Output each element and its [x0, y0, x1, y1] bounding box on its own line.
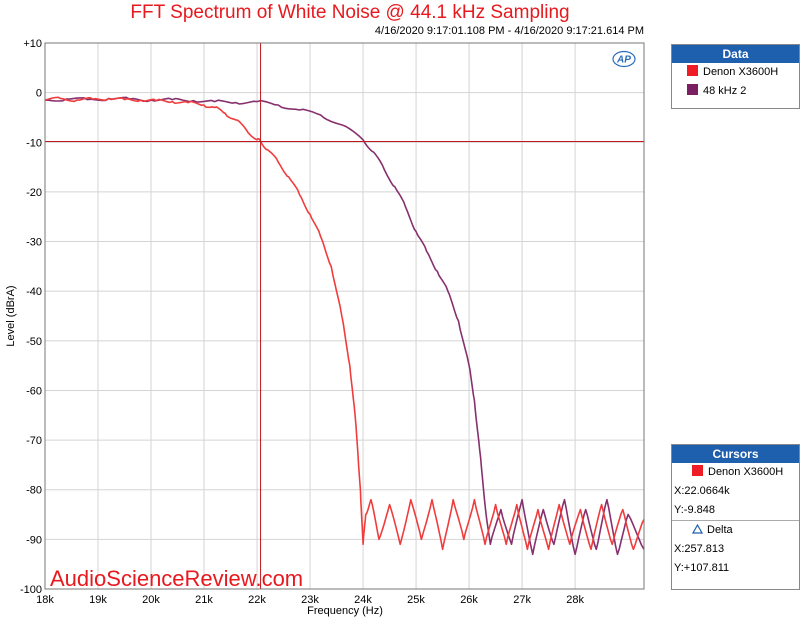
cursor-trace[interactable]: Denon X3600H	[672, 463, 799, 482]
cursor-layer	[45, 43, 644, 589]
y-tick-label-0: +10	[23, 38, 42, 50]
x-tick-label-7: 25k	[407, 594, 425, 606]
legend-swatch-48khz	[687, 84, 698, 95]
grid-layer	[44, 42, 644, 590]
legend-item-denon[interactable]: Denon X3600H	[672, 63, 799, 82]
x-tick-label-5: 23k	[301, 594, 319, 606]
y-axis-label: Level (dBrA)	[5, 285, 17, 346]
x-axis-label: Frequency (Hz)	[307, 605, 383, 617]
delta-row: Delta	[672, 520, 799, 540]
legend-item-48khz[interactable]: 48 kHz 2	[672, 82, 799, 101]
x-tick-label-0: 18k	[36, 594, 54, 606]
cursor-trace-swatch	[692, 465, 703, 476]
delta-label: Delta	[707, 524, 733, 536]
y-tick-label-6: -50	[26, 336, 42, 348]
legend-label-denon: Denon X3600H	[703, 66, 779, 78]
x-tick-label-3: 21k	[195, 594, 213, 606]
cursors-panel: Cursors Denon X3600H X:22.0664k Y:-9.848…	[671, 444, 800, 590]
plot-frame	[44, 42, 645, 590]
ap-logo-icon: AP	[612, 50, 636, 68]
y-tick-label-9: -80	[26, 485, 42, 497]
watermark: AudioScienceReview.com	[50, 566, 304, 591]
series-line-denon-x3600h	[44, 96, 645, 551]
x-tick-label-4: 22k	[248, 594, 266, 606]
cursor-trace-label: Denon X3600H	[708, 466, 784, 478]
y-tick-label-8: -70	[26, 435, 42, 447]
series-layer	[44, 96, 645, 556]
data-panel-title: Data	[672, 45, 799, 63]
y-tick-label-11: -100	[20, 584, 42, 596]
y-tick-label-4: -30	[26, 237, 42, 249]
data-legend-panel: Data Denon X3600H 48 kHz 2	[671, 44, 800, 109]
y-tick-label-1: 0	[36, 88, 42, 100]
delta-triangle-icon	[691, 523, 704, 534]
svg-text:AP: AP	[616, 55, 631, 66]
y-tick-label-10: -90	[26, 534, 42, 546]
y-tick-label-3: -20	[26, 187, 42, 199]
delta-y-readout: Y:+107.811	[674, 562, 730, 574]
x-tick-label-9: 27k	[513, 594, 531, 606]
x-tick-label-6: 24k	[354, 594, 372, 606]
legend-swatch-denon	[687, 65, 698, 76]
cursor-y-readout: Y:-9.848	[674, 504, 715, 516]
x-tick-label-8: 26k	[460, 594, 478, 606]
cursor-x-readout: X:22.0664k	[674, 485, 730, 497]
y-tick-label-7: -60	[26, 385, 42, 397]
delta-x-readout: X:257.813	[674, 543, 725, 555]
series-line-48khz	[44, 96, 645, 556]
x-tick-label-10: 28k	[566, 594, 584, 606]
x-tick-label-1: 19k	[89, 594, 107, 606]
legend-label-48khz: 48 kHz 2	[703, 85, 747, 97]
y-tick-label-2: -10	[26, 137, 42, 149]
chart-title: FFT Spectrum of White Noise @ 44.1 kHz S…	[130, 2, 570, 23]
chart-subtitle: 4/16/2020 9:17:01.108 PM - 4/16/2020 9:1…	[374, 25, 644, 37]
y-tick-label-5: -40	[26, 286, 42, 298]
x-tick-label-2: 20k	[142, 594, 160, 606]
cursors-panel-title: Cursors	[672, 445, 799, 463]
